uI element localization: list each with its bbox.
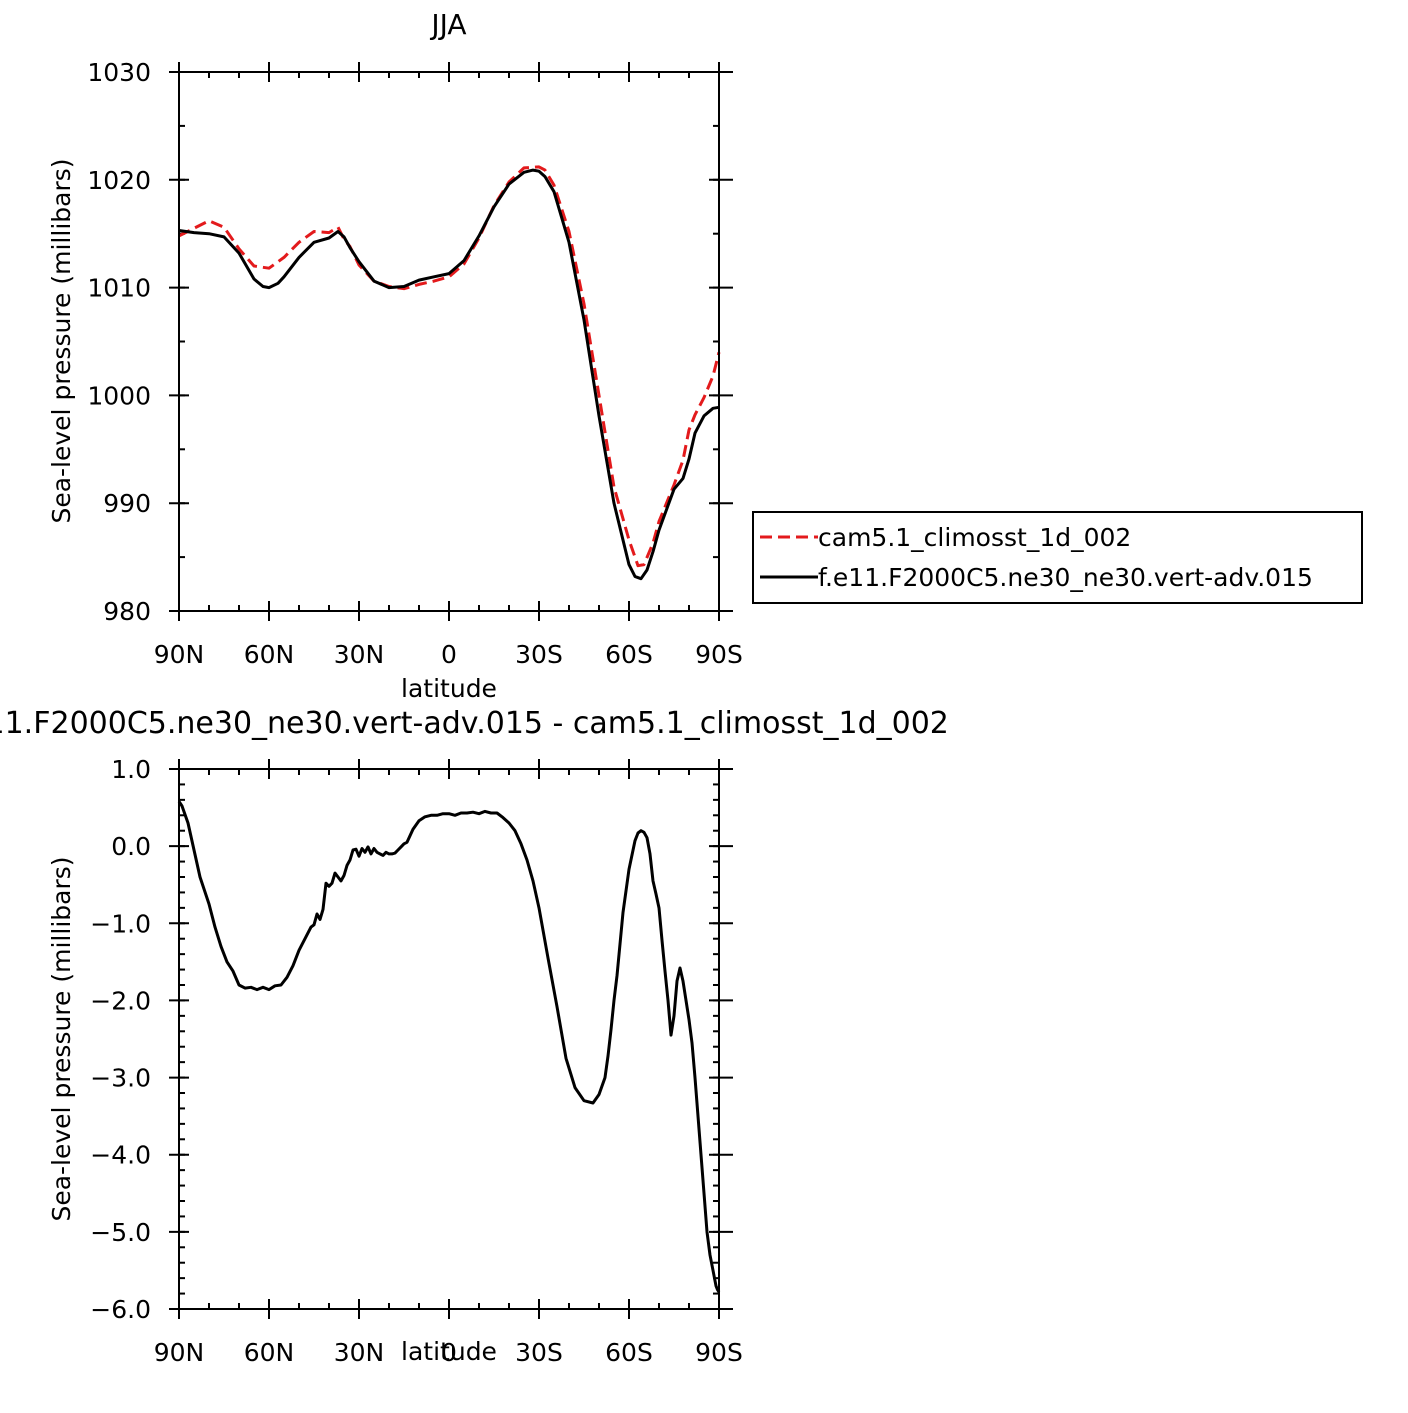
bottom-plot-lines [177,800,721,1293]
top-x-axis-label: latitude [401,674,497,703]
y-tick-label: 1020 [87,166,151,195]
bottom-chart-title: f.e11.F2000C5.ne30_ne30.vert-adv.015 - c… [0,706,949,741]
x-tick-label: 0 [441,640,457,669]
y-tick-label: −2.0 [90,986,151,1015]
y-tick-label: 990 [103,489,151,518]
top-axis-ticks: 90N 60N 30N 0 30S 60S 90S 980 990 1000 1010 1020 103… [87,58,742,669]
legend: cam5.1_climosst_1d_002 f.e11.F2000C5.ne3… [752,511,1363,604]
bottom-panel: f.e11.F2000C5.ne30_ne30.vert-adv.015 - c… [0,706,949,1367]
y-tick-label: −4.0 [90,1141,151,1170]
y-tick-label: 1000 [87,381,151,410]
top-plot-lines [178,165,721,581]
y-tick-label: 1010 [87,274,151,303]
bottom-axis-ticks: 90N 60N 30N 0 30S 60S 90S 1.0 0.0 −1.0 −2.0 −3.0 −4.… [90,755,743,1367]
top-chart-title: JJA [429,8,466,41]
y-tick-label: 1030 [87,58,151,87]
series-line-f-e11 [178,168,720,581]
bottom-x-axis-label: latitude [401,1337,497,1366]
legend-label-f-e11: f.e11.F2000C5.ne30_ne30.vert-adv.015 [818,563,1313,592]
series-line-difference [177,800,721,1293]
x-tick-label: 90N [154,1338,205,1367]
x-tick-label: 60N [244,1338,295,1367]
top-panel: JJA Sea-level pressure (millibars) latit… [47,8,743,703]
x-tick-label: 30N [334,1338,385,1367]
x-tick-label: 30S [515,1338,563,1367]
x-tick-label: 60N [244,640,295,669]
legend-box [752,511,1363,604]
x-tick-label: 30S [515,640,563,669]
y-tick-label: −5.0 [90,1218,151,1247]
x-tick-label: 60S [605,640,653,669]
x-tick-label: 90N [154,640,205,669]
bottom-plot-frame [178,768,720,1310]
y-tick-label: −3.0 [90,1064,151,1093]
y-tick-label: 1.0 [111,755,151,784]
x-tick-label: 90S [695,640,743,669]
series-line-cam5 [178,165,721,568]
x-tick-label: 60S [605,1338,653,1367]
x-tick-label: 30N [334,640,385,669]
top-plot-frame [178,71,720,612]
y-tick-label: 980 [103,597,151,626]
legend-label-cam5: cam5.1_climosst_1d_002 [818,523,1131,552]
y-tick-label: −6.0 [90,1295,151,1324]
x-tick-label: 90S [695,1338,743,1367]
y-tick-label: 0.0 [111,832,151,861]
x-tick-label: 0 [441,1338,457,1367]
y-tick-label: −1.0 [90,909,151,938]
bottom-y-axis-label: Sea-level pressure (millibars) [47,856,76,1221]
top-y-axis-label: Sea-level pressure (millibars) [47,158,76,523]
